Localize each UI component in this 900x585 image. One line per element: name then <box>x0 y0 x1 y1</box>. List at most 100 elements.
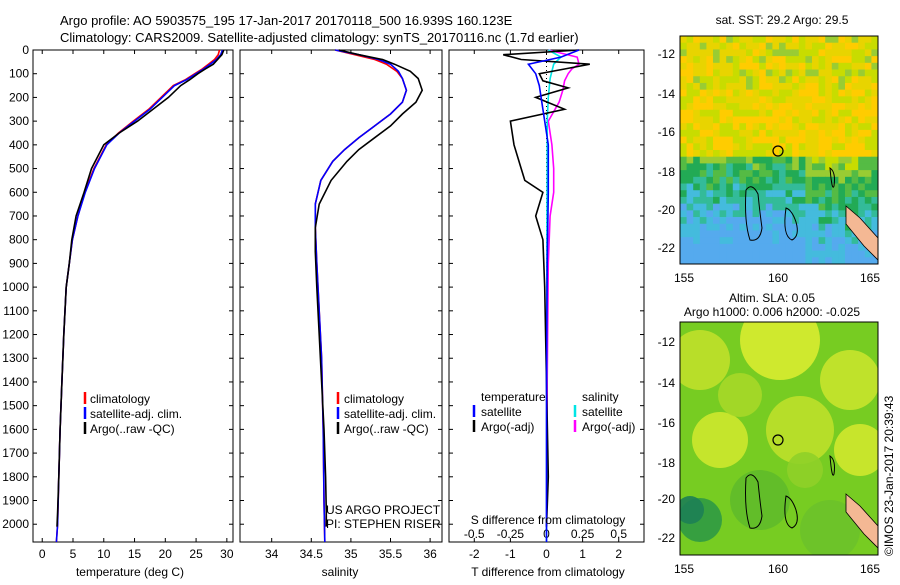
depth-tick-label: 1700 <box>2 446 29 460</box>
sst-cell <box>864 103 872 111</box>
sst-cell <box>805 217 813 225</box>
sst-cell <box>699 62 707 70</box>
sst-cell <box>752 96 760 104</box>
sst-cell <box>805 123 813 131</box>
sst-cell <box>713 116 720 124</box>
sst-cell <box>719 89 727 97</box>
sst-cell <box>713 103 720 111</box>
header-line2: Climatology: CARS2009. Satellite-adjuste… <box>60 30 579 45</box>
sst-cell <box>858 196 866 205</box>
sst-cell <box>706 230 714 238</box>
series-line-climatology <box>55 49 221 543</box>
sst-cell <box>785 76 793 84</box>
sst-cell <box>726 136 734 144</box>
sst-cell <box>858 250 866 258</box>
sst-cell <box>739 176 747 184</box>
sst-cell <box>851 150 859 158</box>
sst-cell <box>759 196 767 205</box>
sst-cell <box>706 250 714 258</box>
xtick-label: 1 <box>579 547 586 561</box>
sst-cell <box>805 56 813 64</box>
sst-cell <box>739 217 747 225</box>
sst-cell <box>732 237 740 245</box>
sst-cell <box>752 223 760 231</box>
sst-cell <box>759 183 767 191</box>
sst-cell <box>779 176 786 184</box>
sst-cell <box>871 109 878 117</box>
sst-cell <box>713 223 720 231</box>
sst-cell <box>818 49 826 57</box>
sst-cell <box>686 176 694 184</box>
sst-cell <box>739 203 747 211</box>
sst-cell <box>739 129 747 137</box>
sst-cell <box>838 116 846 124</box>
sst-cell <box>719 257 727 264</box>
sst-cell <box>699 89 707 97</box>
sst-cell <box>772 203 780 211</box>
sst-cell <box>818 203 826 211</box>
sst-cell <box>838 82 846 91</box>
sst-cell <box>792 103 800 111</box>
sst-cell <box>706 123 714 131</box>
sst-cell <box>680 156 687 164</box>
sst-cell <box>772 243 780 251</box>
xtick-top-label: -0.25 <box>497 527 525 541</box>
sst-cell <box>719 123 727 131</box>
sst-cell <box>752 136 760 144</box>
sst-cell <box>864 190 872 198</box>
sst-cell <box>825 123 833 131</box>
sst-cell <box>746 103 753 111</box>
sst-cell <box>792 123 800 131</box>
sst-cell <box>713 109 720 117</box>
sst-cell <box>680 36 687 44</box>
sst-cell <box>851 69 859 77</box>
sst-cell <box>732 123 740 131</box>
legend-salinity-heading: salinity <box>582 390 619 404</box>
sst-cell <box>818 190 826 198</box>
sst-cell <box>759 76 767 84</box>
sst-cell <box>772 116 780 124</box>
sst-cell <box>693 143 701 151</box>
sst-cell <box>812 82 819 91</box>
sst-cell <box>706 223 714 231</box>
sst-cell <box>719 49 727 57</box>
sst-cell <box>792 203 800 211</box>
sst-cell <box>680 203 687 211</box>
sst-cell <box>719 183 727 191</box>
sst-cell <box>838 237 846 245</box>
sst-cell <box>713 176 720 184</box>
sst-cell <box>831 250 839 258</box>
xtick-label: 34 <box>265 547 279 561</box>
sst-cell <box>792 230 800 238</box>
sst-cell <box>864 116 872 124</box>
sst-cell <box>785 143 793 151</box>
sst-cell <box>746 223 753 231</box>
sst-cell <box>785 163 793 171</box>
sst-cell <box>719 176 727 184</box>
sst-cell <box>686 69 694 77</box>
xtick-label: 34.5 <box>300 547 324 561</box>
sst-cell <box>752 42 760 50</box>
sst-cell <box>746 116 753 124</box>
sst-cell <box>746 69 753 77</box>
sst-cell <box>759 129 767 137</box>
sst-cell <box>732 190 740 198</box>
sst-cell <box>765 69 773 77</box>
ytick-label: -18 <box>658 165 676 179</box>
sst-cell <box>851 183 859 191</box>
sst-cell <box>838 150 846 158</box>
sst-cell <box>858 69 866 77</box>
sst-cell <box>825 190 833 198</box>
sst-cell <box>719 250 727 258</box>
sst-cell <box>851 203 859 211</box>
sst-cell <box>851 257 859 264</box>
sst-cell <box>871 129 878 137</box>
sst-cell <box>693 176 701 184</box>
sst-cell <box>732 150 740 158</box>
sla-blob <box>800 500 860 555</box>
sst-cell <box>792 76 800 84</box>
sst-cell <box>779 116 786 124</box>
sst-cell <box>831 76 839 84</box>
sst-cell <box>686 89 694 97</box>
sst-cell <box>772 42 780 50</box>
